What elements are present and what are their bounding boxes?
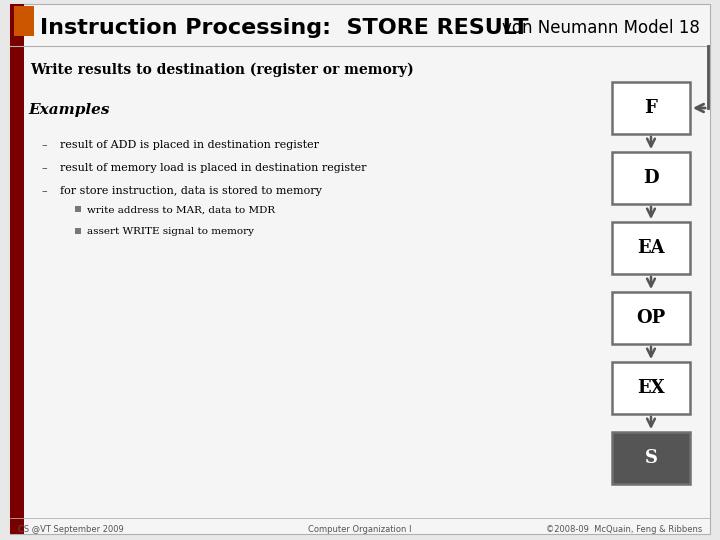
Bar [612, 292, 690, 344]
Text: S: S [644, 449, 657, 467]
Text: for store instruction, data is stored to memory: for store instruction, data is stored to… [60, 186, 322, 196]
Text: Examples: Examples [28, 103, 109, 117]
Bar [612, 152, 690, 204]
Text: Write results to destination (register or memory): Write results to destination (register o… [30, 63, 414, 77]
Text: D: D [643, 169, 659, 187]
Text: write address to MAR, data to MDR: write address to MAR, data to MDR [87, 206, 275, 214]
Text: EX: EX [637, 379, 665, 397]
Text: –: – [42, 186, 48, 196]
Text: result of ADD is placed in destination register: result of ADD is placed in destination r… [60, 140, 319, 150]
Bar [75, 228, 81, 234]
Bar [612, 432, 690, 484]
Bar [10, 4, 24, 534]
Text: Instruction Processing:  STORE RESULT: Instruction Processing: STORE RESULT [40, 18, 528, 38]
Bar [612, 362, 690, 414]
Text: –: – [42, 163, 48, 173]
Text: result of memory load is placed in destination register: result of memory load is placed in desti… [60, 163, 366, 173]
Text: –: – [42, 140, 48, 150]
Text: ©2008-09  McQuain, Feng & Ribbens: ©2008-09 McQuain, Feng & Ribbens [546, 525, 702, 535]
Text: EA: EA [637, 239, 665, 257]
Bar [612, 82, 690, 134]
Text: assert WRITE signal to memory: assert WRITE signal to memory [87, 227, 254, 237]
Bar [612, 222, 690, 274]
Text: F: F [644, 99, 657, 117]
Text: Computer Organization I: Computer Organization I [308, 525, 412, 535]
Text: von Neumann Model 18: von Neumann Model 18 [502, 19, 700, 37]
Text: OP: OP [636, 309, 665, 327]
Text: CS @VT September 2009: CS @VT September 2009 [18, 525, 124, 535]
Bar [75, 206, 81, 212]
Bar [14, 6, 34, 36]
